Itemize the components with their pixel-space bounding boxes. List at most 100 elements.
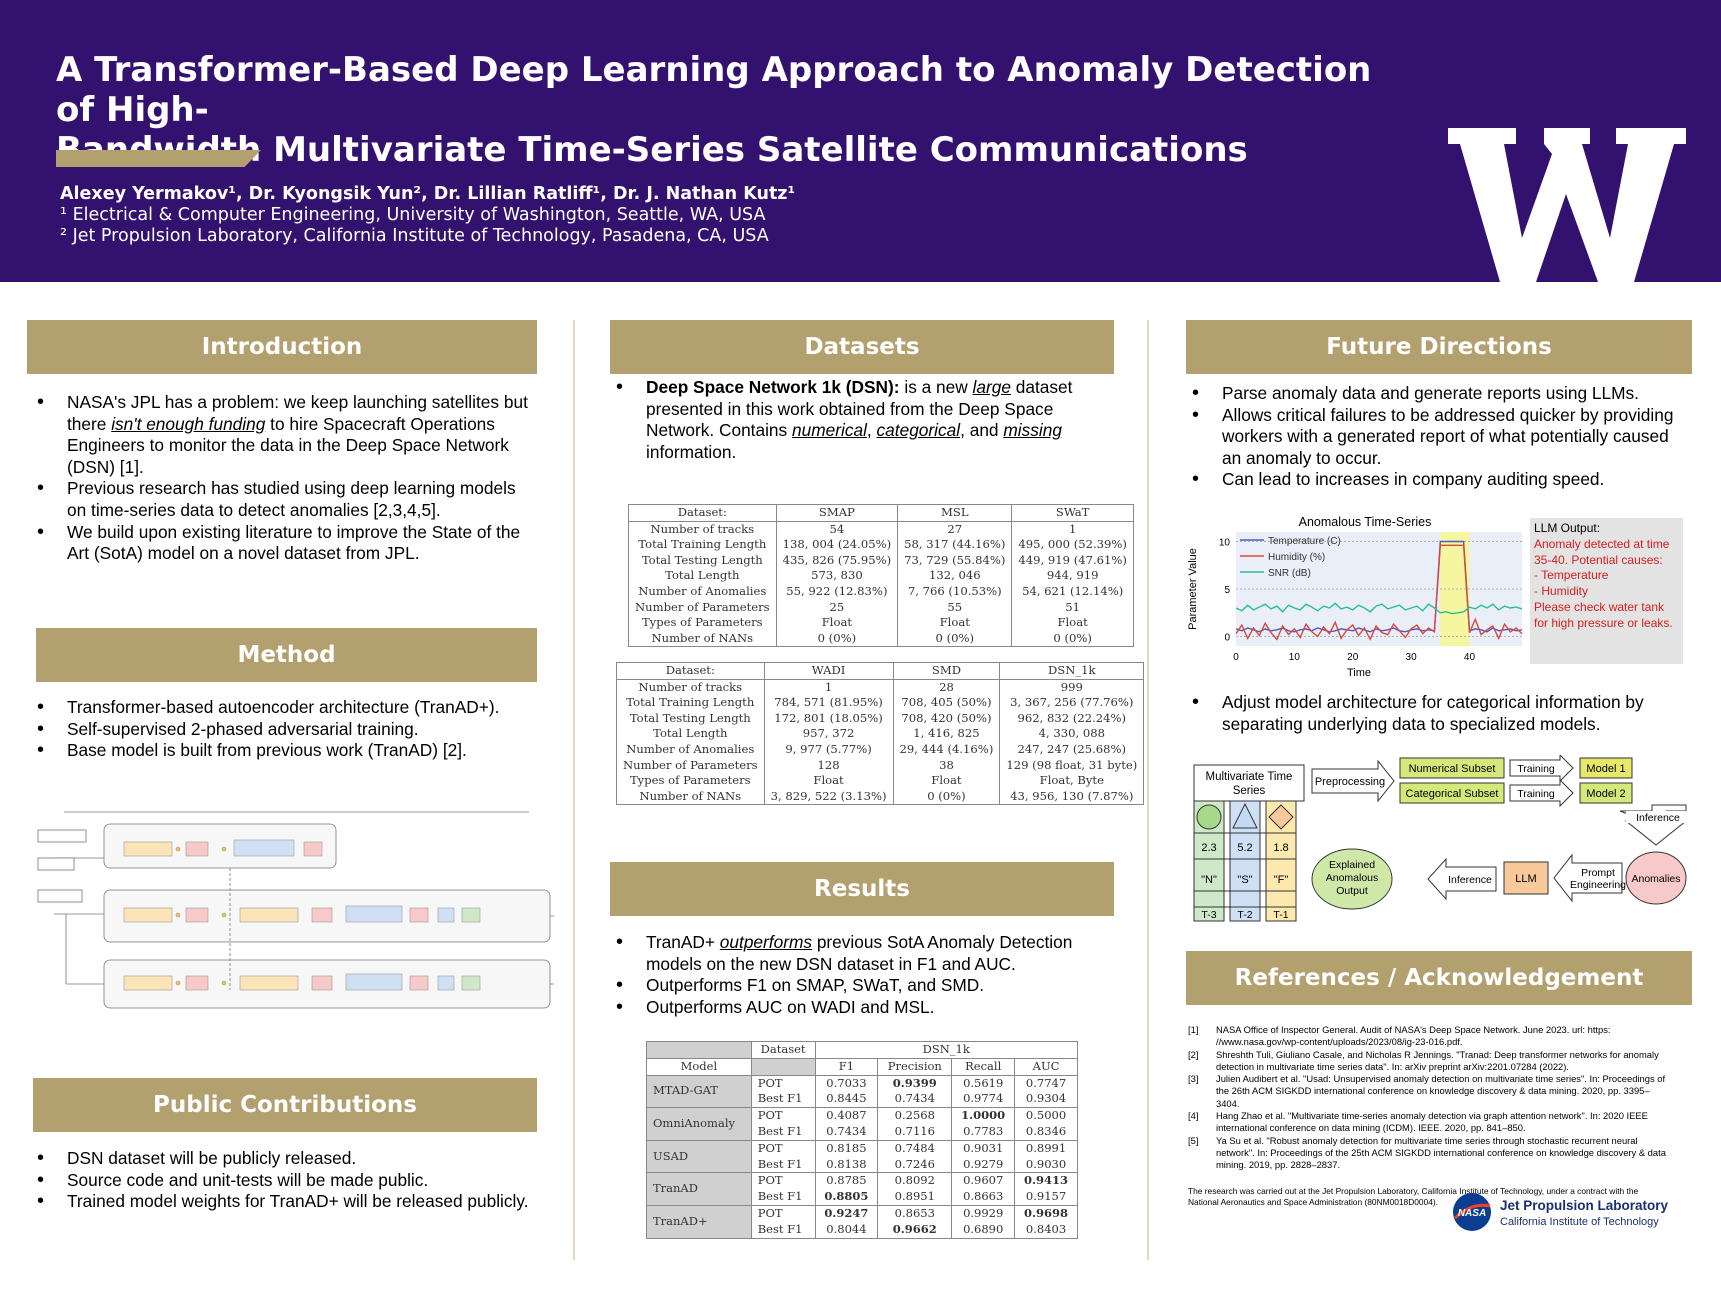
- table-header-cell: DSN_1k: [999, 662, 1145, 680]
- table-cell: 435, 826 (75.95%): [775, 552, 899, 569]
- table-cell: 944, 919: [1011, 568, 1134, 584]
- table-cell: 54, 621 (12.14%): [1011, 583, 1134, 600]
- table-cell: 43, 956, 130 (7.87%): [999, 788, 1145, 806]
- model-1-box: [1579, 757, 1633, 779]
- table-cell: 0.9929: [951, 1204, 1016, 1222]
- table-row: Best F1 0.8805 0.8951 0.8663 0.9157: [647, 1189, 1078, 1206]
- explained-output-label: Output: [1336, 885, 1368, 897]
- nasa-logo-text: NASA: [1458, 1208, 1486, 1219]
- future-directions-list: Parse anomaly data and generate reports …: [1188, 383, 1688, 491]
- table-cell: 1.0000: [951, 1107, 1016, 1124]
- training-label: Training: [1517, 788, 1555, 800]
- results-table: Dataset DSN_1k Model F1 Precision Recall AUC MT…: [646, 1041, 1078, 1239]
- column-time: T-3: [1201, 909, 1216, 921]
- table-cell: Total Testing Length: [616, 710, 765, 727]
- table-row: Total Testing Length 172, 801 (18.05%) 708…: [616, 710, 1145, 727]
- table-cell: 58, 317 (44.16%): [897, 537, 1013, 553]
- llm-output-title: LLM Output:: [1534, 521, 1601, 535]
- table-cell: Best F1: [750, 1156, 816, 1173]
- model-name-cell: TranAD: [646, 1172, 752, 1206]
- tranad-architecture-diagram: [37, 811, 554, 1009]
- table-cell: POT: [750, 1204, 816, 1222]
- table-cell: 54: [775, 521, 899, 538]
- table-cell: 55, 922 (12.83%): [775, 583, 899, 600]
- table-cell: 0.7783: [951, 1123, 1016, 1141]
- table-cell: 0.8346: [1014, 1123, 1078, 1141]
- table-cell: 0.7116: [877, 1123, 953, 1141]
- table-row: Total Testing Length 435, 826 (75.95%) 73,…: [628, 552, 1134, 569]
- list-item: Trained model weights for TranAD+ will b…: [33, 1191, 533, 1213]
- table-header-cell: Recall: [951, 1057, 1016, 1076]
- jpl-name: Jet Propulsion Laboratory: [1500, 1198, 1669, 1213]
- table-header-cell: SMAP: [775, 504, 899, 522]
- table-header-cell: DSN_1k: [814, 1041, 1078, 1059]
- table-cell: 573, 830: [775, 568, 899, 584]
- table-cell: 0.6890: [951, 1221, 1016, 1239]
- table-cell: 962, 832 (22.24%): [999, 710, 1145, 727]
- llm-box: [1503, 861, 1549, 895]
- reference-text: Julien Audibert et al. "Usad: Unsupervis…: [1216, 1073, 1666, 1109]
- table-cell: 0.5000: [1014, 1107, 1078, 1124]
- table-cell: 29, 444 (4.16%): [892, 741, 1001, 758]
- table-row: Total Length 957, 372 1, 416, 825 4, 330, 0…: [616, 726, 1145, 742]
- svg-text:Anomalous: Anomalous: [1326, 872, 1379, 884]
- column-time: T-1: [1273, 909, 1288, 921]
- table-cell: Number of Parameters: [628, 599, 777, 616]
- column-letter: "S": [1237, 874, 1252, 886]
- table-row: Total Length 573, 830 132, 046 944, 919: [628, 568, 1134, 584]
- table-cell: 129 (98 float, 31 byte): [999, 757, 1145, 774]
- table-cell: 0.4087: [814, 1107, 879, 1124]
- preprocessing-arrow: [1311, 759, 1395, 803]
- table-cell: 138, 004 (24.05%): [775, 537, 899, 553]
- datasets-list: Deep Space Network 1k (DSN): is a new la…: [612, 377, 1112, 463]
- circle-icon: [1196, 804, 1222, 830]
- table-cell: 128: [763, 757, 894, 774]
- future-directions-list-2: Adjust model architecture for categorica…: [1188, 692, 1688, 735]
- affiliation-2: ² Jet Propulsion Laboratory, California …: [60, 226, 769, 246]
- table-row: USAD POT 0.8185 0.7484 0.9031 0.8991: [646, 1139, 1078, 1173]
- datasets-table-2: Dataset: WADI SMD DSN_1k Number of tracks 1 28…: [616, 662, 1145, 806]
- table-cell: 25: [775, 599, 899, 616]
- table-row: Number of NANs 0 (0%) 0 (0%) 0 (0%): [628, 630, 1134, 648]
- table-cell: 0 (0%): [892, 788, 1001, 806]
- numerical-subset-label: Numerical Subset: [1409, 763, 1496, 775]
- table-cell: 0.5619: [951, 1074, 1016, 1092]
- title-line-1: A Transformer-Based Deep Learning Approa…: [56, 50, 1372, 130]
- model-name-cell: TranAD+: [646, 1204, 752, 1239]
- reference-text: Ya Su et al. "Robust anomaly detection f…: [1216, 1134, 1666, 1171]
- categorical-subset-label: Categorical Subset: [1406, 788, 1499, 800]
- table-header-cell: MSL: [897, 504, 1013, 522]
- table-cell: Number of tracks: [628, 521, 777, 538]
- svg-text:Explained: Explained: [1329, 859, 1375, 871]
- table-cell: Number of Parameters: [616, 757, 765, 774]
- table-cell: 73, 729 (55.84%): [897, 552, 1013, 569]
- table-row: Best F1 0.8138 0.7246 0.9279 0.9030: [647, 1156, 1078, 1173]
- table-cell: 0.9607: [951, 1172, 1016, 1190]
- column-value: 1.8: [1273, 842, 1288, 854]
- jpl-logo: NASA Jet Propulsion Laboratory Californi…: [1453, 1193, 1669, 1231]
- model-1-label: Model 1: [1586, 763, 1625, 775]
- future-directions-heading: Future Directions: [1186, 320, 1692, 374]
- column-letter: "F": [1274, 874, 1289, 886]
- table-cell: Number of NANs: [616, 788, 765, 806]
- public-contributions-heading: Public Contributions: [33, 1078, 537, 1132]
- list-item: Allows critical failures to be addressed…: [1188, 405, 1688, 470]
- method-list: Transformer-based autoencoder architectu…: [33, 697, 533, 762]
- table-cell: 0.8663: [951, 1189, 1016, 1206]
- results-list: TranAD+ outperforms previous SotA Anomal…: [612, 932, 1112, 1018]
- reference-list: [1] NASA Office of Inspector General. Aud…: [1188, 1024, 1666, 1172]
- table-cell: 0.8185: [814, 1139, 879, 1157]
- table-row: Types of Parameters Float Float Float: [628, 615, 1134, 631]
- table-cell: 0.9304: [1014, 1091, 1078, 1108]
- diamond-icon: [1268, 804, 1294, 830]
- table-cell: Best F1: [750, 1189, 816, 1206]
- table-cell: Number of NANs: [628, 630, 777, 648]
- svg-text:Prompt: Prompt: [1581, 867, 1615, 879]
- model-name-cell: USAD: [646, 1139, 752, 1173]
- list-item: Can lead to increases in company auditin…: [1188, 469, 1688, 491]
- y-tick-label: 10: [1219, 538, 1231, 549]
- reference-text: NASA Office of Inspector General. Audit …: [1216, 1024, 1611, 1048]
- list-item: Parse anomaly data and generate reports …: [1188, 383, 1688, 405]
- table-row: Number of tracks 1 28 999: [616, 679, 1145, 696]
- table-cell: 999: [999, 679, 1145, 696]
